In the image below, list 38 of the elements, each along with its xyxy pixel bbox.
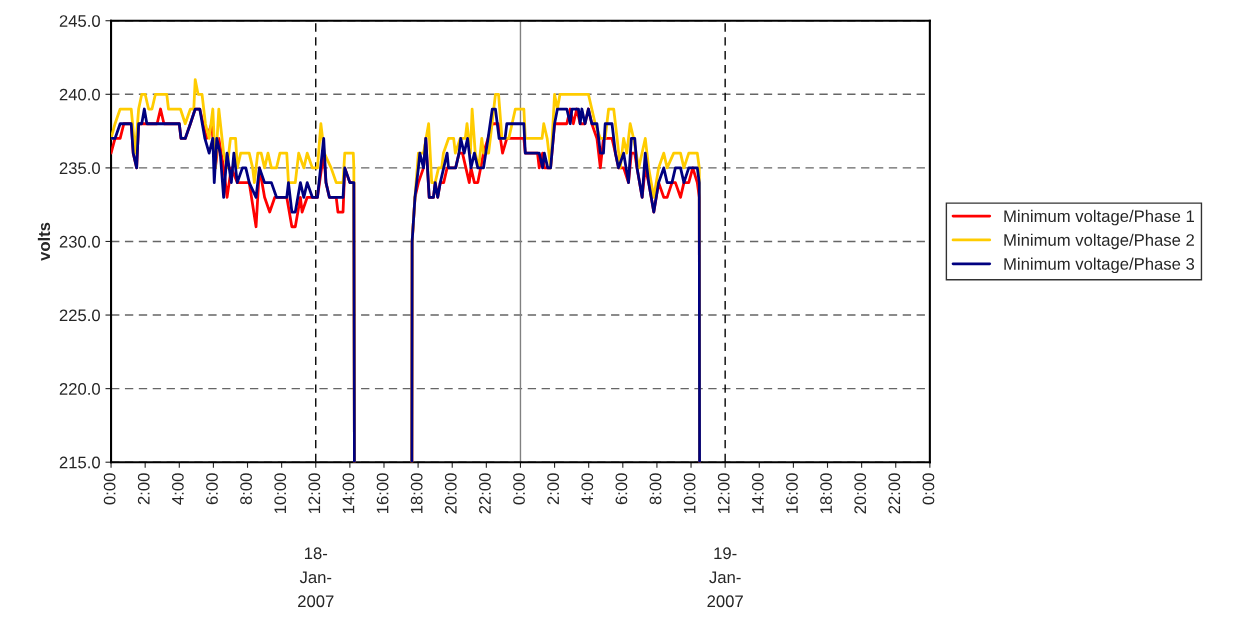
x-tick-label: 16:00 [786,473,798,514]
x-tick-label: 0:00 [103,473,116,505]
y-tick-label: 230.0 [59,235,100,248]
x-tick-label: 6:00 [206,473,218,505]
y-tick-label: 215.0 [59,456,100,469]
x-tick-label: 6:00 [615,473,628,505]
x-tick-label: 18:00 [820,473,832,514]
x-tick-label: 10:00 [274,473,287,514]
x-tick-label: 12:00 [308,473,321,514]
legend-label: Minimum voltage/Phase 1 [1004,209,1194,226]
legend-label: Minimum voltage/Phase 3 [1004,257,1195,274]
x-tick-label: 0:00 [513,473,525,505]
x-tick-label: 20:00 [854,473,867,514]
x-tick-label: 14:00 [751,473,764,514]
x-tick-label: 4:00 [581,473,594,505]
x-tick-label: 10:00 [683,473,696,514]
x-tick-label: 18:00 [410,473,423,514]
x-tick-label: 8:00 [240,473,252,505]
x-tick-label: 20:00 [444,473,457,514]
y-tick-label: 240.0 [59,88,100,101]
x-tick-label: 2:00 [547,473,560,505]
x-tick-label: 22:00 [479,473,491,514]
x-tick-label: 2:00 [137,473,150,505]
x-tick-label: 16:00 [376,473,389,514]
y-axis-title: volts [37,222,51,261]
x-tick-label: 8:00 [649,473,662,505]
y-tick-label: 220.0 [59,383,100,395]
text: 19- Jan- 2007 [707,547,743,608]
y-tick-label: 225.0 [59,309,100,322]
x-tick-label: 0:00 [922,473,935,505]
text: 18- Jan- 2007 [298,547,334,608]
y-tick-label: 235.0 [59,162,100,175]
x-tick-label: 12:00 [717,473,730,514]
legend-label: Minimum voltage/Phase 2 [1004,233,1194,250]
x-tick-label: 14:00 [342,473,355,514]
y-tick-label: 245.0 [59,15,100,27]
x-tick-label: 22:00 [888,473,901,514]
x-tick-label: 4:00 [171,473,184,505]
